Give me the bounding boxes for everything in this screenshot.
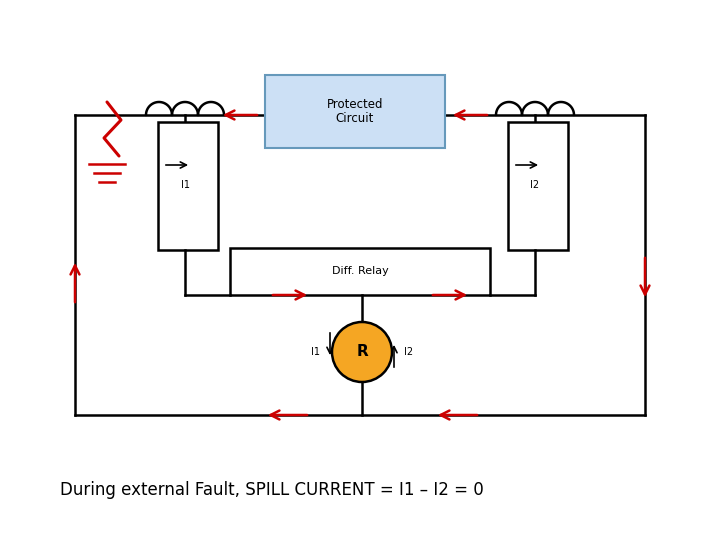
Circle shape — [332, 322, 392, 382]
Text: During external Fault, SPILL CURRENT = I1 – I2 = 0: During external Fault, SPILL CURRENT = I… — [60, 481, 484, 499]
Bar — [230, 248, 490, 295]
Text: Diff. Relay: Diff. Relay — [332, 267, 388, 276]
Bar — [265, 75, 445, 148]
Text: I2: I2 — [404, 347, 413, 357]
Text: I2: I2 — [531, 180, 539, 190]
Bar — [158, 122, 218, 250]
Text: I1: I1 — [181, 180, 189, 190]
Text: Protected
Circuit: Protected Circuit — [327, 98, 383, 125]
Bar — [508, 122, 568, 250]
Text: R: R — [356, 345, 368, 360]
Text: I1: I1 — [311, 347, 320, 357]
